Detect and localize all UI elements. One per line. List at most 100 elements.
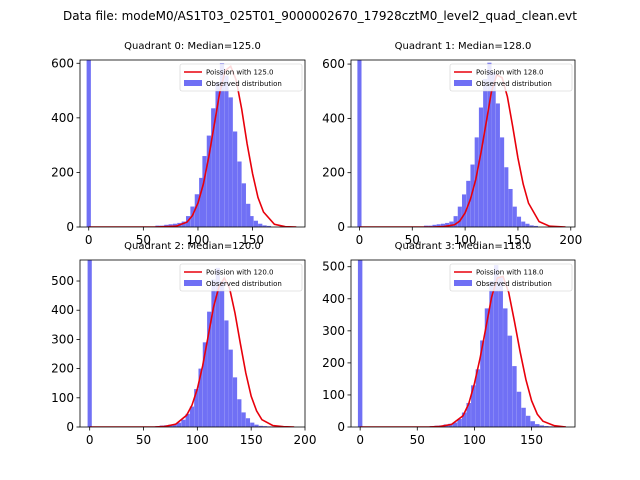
- histogram-bar: [245, 418, 251, 427]
- histogram-bar: [432, 224, 437, 227]
- x-tick-label: 150: [240, 433, 263, 447]
- histogram-bar: [495, 103, 500, 227]
- y-tick-label: 600: [51, 56, 74, 70]
- histogram-bar: [181, 419, 186, 427]
- y-tick-label: 0: [337, 420, 345, 434]
- histogram-bar: [457, 418, 462, 427]
- legend: Poission with 120.0 Observed distribution: [179, 263, 303, 292]
- legend: Poission with 125.0 Observed distribution: [179, 63, 303, 92]
- legend-box: [449, 63, 573, 92]
- histogram-bar: [189, 406, 195, 427]
- histogram-bar: [232, 377, 238, 427]
- axes-frame: [350, 259, 576, 428]
- histogram-bar: [86, 60, 91, 227]
- histogram-bar: [491, 72, 496, 227]
- histogram-bar: [266, 225, 272, 227]
- plot-area: [357, 60, 566, 227]
- histogram-bar: [530, 421, 535, 427]
- chart-panel-0: 0 50 100 150 0 200 400 600 Quadrant 0: Median=12…: [51, 41, 306, 247]
- x-tick-label: 0: [85, 233, 93, 247]
- histogram-bar: [199, 177, 204, 227]
- histogram-bar: [215, 82, 220, 227]
- histogram-bar: [87, 260, 92, 427]
- histogram-bar: [246, 203, 251, 227]
- histogram-bar: [449, 221, 454, 227]
- legend-box: [449, 263, 573, 292]
- legend-line-label: Poission with 125.0: [206, 69, 274, 77]
- subplot-title: Quadrant 3: Median=118.0: [395, 241, 532, 252]
- y-tick-label: 500: [322, 260, 345, 274]
- histogram-bar: [445, 222, 450, 227]
- histogram-bar: [470, 164, 475, 227]
- histogram-bar: [249, 216, 254, 227]
- histogram-bar: [512, 206, 517, 227]
- histogram-bar: [440, 223, 445, 227]
- chart-panel-1: 0 50 100 150 200 0 200 400 600 Quadrant 1: Median…: [322, 41, 582, 247]
- legend-bar-swatch: [184, 280, 202, 286]
- legend-bar-swatch: [454, 280, 472, 286]
- histogram-bar: [521, 407, 526, 427]
- histogram-bar: [172, 424, 177, 427]
- y-tick-label: 500: [51, 274, 74, 288]
- histogram-bar: [198, 368, 203, 427]
- histogram-bar: [228, 97, 233, 227]
- y-tick-label: 300: [51, 332, 74, 346]
- histogram-bar: [241, 183, 246, 227]
- histogram-bar: [507, 335, 513, 427]
- histogram-bar: [453, 216, 458, 227]
- histogram-bar: [498, 276, 503, 427]
- histogram-bar: [503, 308, 508, 427]
- x-tick-label: 0: [86, 433, 94, 447]
- y-tick-label: 400: [322, 111, 345, 125]
- x-tick-label: 50: [405, 233, 420, 247]
- y-tick-label: 600: [322, 57, 345, 71]
- histogram-bar: [185, 413, 190, 427]
- histogram-bar: [220, 281, 225, 427]
- histogram-bar: [262, 225, 267, 227]
- histogram-bar: [357, 60, 362, 227]
- legend-bar-swatch: [184, 80, 202, 86]
- y-tick-label: 400: [51, 111, 74, 125]
- histogram-bar: [478, 107, 484, 227]
- legend-line-label: Poission with 120.0: [206, 269, 274, 277]
- legend-bar-label: Observed distribution: [206, 80, 282, 88]
- histogram-bar: [508, 188, 513, 227]
- histogram-bar: [241, 412, 246, 427]
- histogram-bar: [493, 265, 499, 427]
- histogram-bar: [461, 194, 467, 227]
- histogram-bar: [258, 425, 263, 427]
- histogram-bar: [471, 385, 476, 427]
- histogram-bar: [533, 225, 538, 227]
- chart-panel-3: 0 50 100 150 0 100 200 300 400 500 Quadrant 3: Med…: [322, 241, 576, 447]
- histogram-bar: [521, 221, 526, 227]
- x-tick-label: 50: [410, 433, 425, 447]
- x-tick-label: 0: [356, 433, 364, 447]
- x-tick-label: 0: [356, 233, 364, 247]
- histogram-bar: [357, 260, 363, 427]
- histogram-bar: [504, 167, 509, 227]
- y-tick-label: 0: [337, 220, 345, 234]
- legend-bar-label: Observed distribution: [476, 280, 552, 288]
- histogram-bar: [258, 223, 263, 227]
- histogram-bar: [516, 216, 522, 227]
- histogram-bar: [436, 224, 441, 227]
- histogram-bar: [181, 221, 186, 227]
- x-tick-label: 150: [506, 233, 529, 247]
- histogram-bar: [535, 424, 540, 427]
- poisson-line: [360, 275, 566, 427]
- x-tick-label: 100: [186, 433, 209, 447]
- histogram-bar: [176, 422, 182, 427]
- chart-panel-2: 0 50 100 150 200 0 100 200 300 400 500 Quadrant 2: …: [51, 241, 316, 447]
- histogram-bar: [253, 220, 258, 227]
- y-tick-label: 200: [322, 166, 345, 180]
- histogram-bar: [516, 391, 522, 427]
- histogram-bar: [224, 75, 229, 227]
- y-tick-label: 200: [51, 362, 74, 376]
- x-tick-label: 100: [187, 233, 210, 247]
- histogram-bar: [263, 426, 268, 427]
- histogram-bar: [250, 422, 255, 427]
- histogram-bar: [457, 206, 462, 227]
- poisson-line: [359, 73, 566, 227]
- histogram-bar: [529, 225, 534, 227]
- axes-frame: [79, 259, 306, 428]
